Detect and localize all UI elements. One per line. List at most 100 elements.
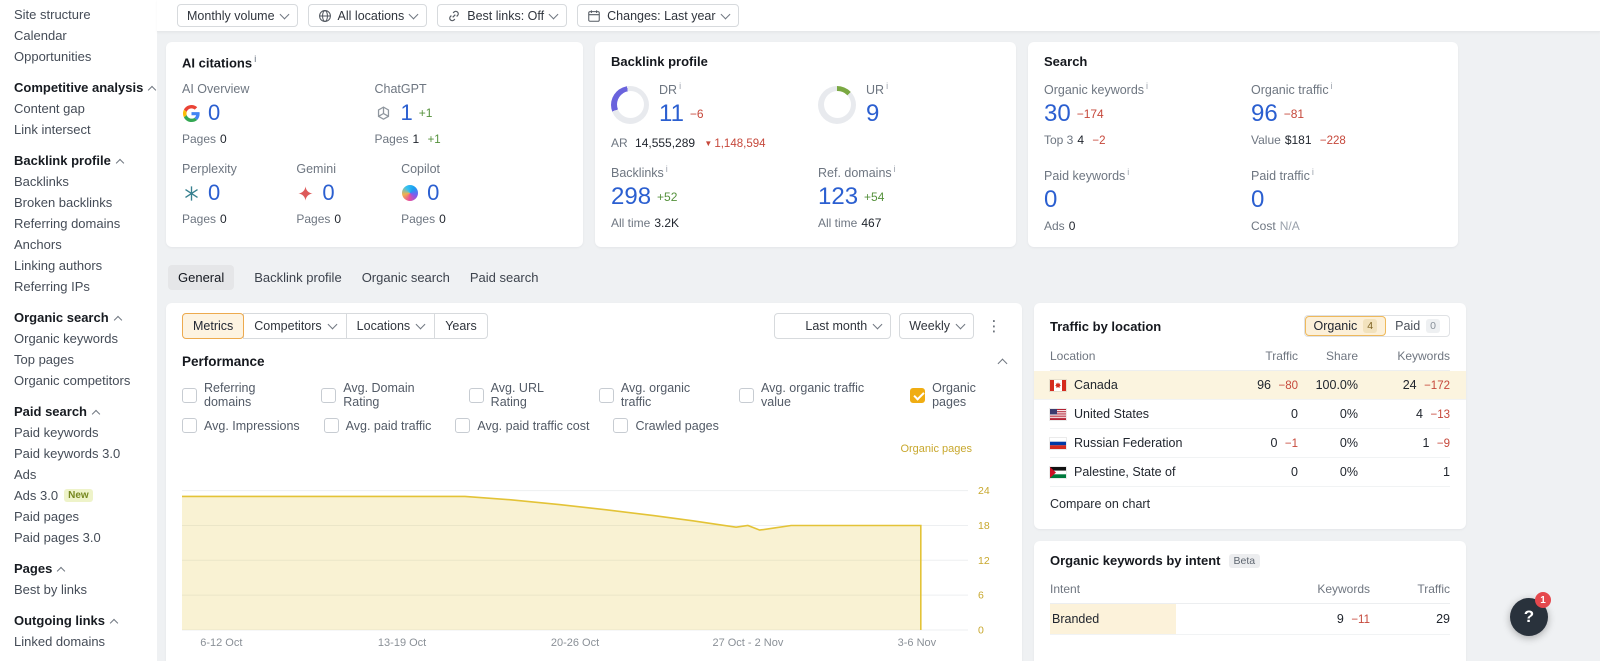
location-row-canada[interactable]: Canada96 −80100.0%24 −172 [1034, 371, 1466, 400]
sidebar-item-paid-pages[interactable]: Paid pages [14, 506, 157, 527]
sidebar-item-label: Opportunities [14, 46, 91, 67]
metric-sub: Value$181 −228 [1251, 133, 1442, 147]
sidebar-item-label: Referring IPs [14, 276, 90, 297]
chatgpt-icon [375, 104, 393, 122]
filter-toolbar: Monthly volume All locations Best links: O… [157, 0, 1600, 32]
sidebar-item-site-structure[interactable]: Site structure [14, 4, 157, 25]
section-tabs: General Backlink profile Organic search Pai… [168, 263, 1600, 291]
sidebar-item-content-gap[interactable]: Content gap [14, 98, 157, 119]
performance-section-header[interactable]: Performance [182, 354, 1006, 369]
metric-sub: Pages0 [182, 212, 296, 226]
column-header-keywords: Keywords [1358, 349, 1450, 363]
x-tick-label: 20-26 Oct [551, 637, 599, 649]
metric-label: Perplexity [182, 162, 296, 176]
checkbox-avg-url-rating[interactable]: Avg. URL Rating [469, 381, 575, 409]
control-label: Years [445, 319, 477, 333]
ur-gauge-icon [818, 86, 856, 124]
metric-value: 30 [1044, 100, 1071, 128]
sidebar-item-organic-keywords[interactable]: Organic keywords [14, 328, 157, 349]
sidebar-item-calendar[interactable]: Calendar [14, 25, 157, 46]
sidebar-item-referring-domains[interactable]: Referring domains [14, 213, 157, 234]
info-icon: i [1331, 81, 1333, 91]
sidebar-section-organic-search[interactable]: Organic search [14, 307, 157, 328]
toggle-organic[interactable]: Organic4 [1305, 316, 1387, 336]
sidebar-item-anchors[interactable]: Anchors [14, 234, 157, 255]
backlinks-metric: Backlinksi 298+52 All time3.2K [611, 164, 818, 230]
filter-monthly-volume[interactable]: Monthly volume [177, 4, 298, 27]
ai-citations-card: AI citationsi AI Overview0Pages0ChatGPT1… [166, 42, 583, 247]
date-range-button[interactable]: Last month [774, 313, 891, 339]
filter-all-locations[interactable]: All locations [308, 4, 428, 27]
control-years[interactable]: Years [434, 313, 488, 339]
sidebar-section-paid-search[interactable]: Paid search [14, 401, 157, 422]
app-root: Site structureCalendarOpportunities Compe… [0, 0, 1600, 661]
checkbox-avg-domain-rating[interactable]: Avg. Domain Rating [321, 381, 444, 409]
filter-best-links-off[interactable]: Best links: Off [437, 4, 567, 27]
sidebar-item-top-pages[interactable]: Top pages [14, 349, 157, 370]
sidebar-item-link-intersect[interactable]: Link intersect [14, 119, 157, 140]
y-tick-label: 18 [978, 520, 990, 532]
metric-value: 0 [427, 179, 439, 207]
toggle-paid[interactable]: Paid0 [1386, 316, 1449, 336]
copilot-icon [401, 184, 419, 202]
performance-chart[interactable]: Organic pages 06121824 6-12 Oct13-19 Oct… [182, 445, 1006, 653]
checkbox-avg-impressions[interactable]: Avg. Impressions [182, 418, 300, 433]
location-row-united-states[interactable]: United States00%4 −13 [1050, 400, 1450, 429]
y-tick-label: 24 [978, 485, 990, 497]
sidebar-item-backlinks[interactable]: Backlinks [14, 171, 157, 192]
tab-backlink-profile[interactable]: Backlink profile [254, 265, 341, 290]
checkbox-avg-organic-traffic[interactable]: Avg. organic traffic [599, 381, 715, 409]
checkbox-referring-domains[interactable]: Referring domains [182, 381, 297, 409]
checkbox-crawled-pages[interactable]: Crawled pages [613, 418, 718, 433]
checkbox-organic-pages[interactable]: Organic pages [910, 381, 1006, 409]
control-competitors[interactable]: Competitors [243, 313, 346, 339]
intent-row-branded[interactable]: Branded9 −1129 [1050, 604, 1450, 635]
granularity-label: Weekly [909, 319, 950, 333]
sidebar-item-paid-pages-3-0[interactable]: Paid pages 3.0 [14, 527, 157, 548]
help-button[interactable]: ? 1 [1510, 598, 1548, 636]
control-locations[interactable]: Locations [346, 313, 436, 339]
checkbox-box [469, 388, 484, 403]
share-cell: 0% [1298, 407, 1358, 421]
right-column: Traffic by location Organic4Paid0 Locati… [1034, 303, 1466, 661]
location-row-palestine-state-of[interactable]: Palestine, State of00%1 [1050, 458, 1450, 487]
sidebar-item-ads[interactable]: Ads [14, 464, 157, 485]
sidebar-section-competitive-analysis[interactable]: Competitive analysis [14, 77, 157, 98]
granularity-button[interactable]: Weekly [899, 313, 974, 339]
share-cell: 0% [1298, 436, 1358, 450]
tab-paid-search[interactable]: Paid search [470, 265, 539, 290]
checkbox-avg-paid-traffic-cost[interactable]: Avg. paid traffic cost [455, 418, 589, 433]
sidebar-item-broken-backlinks[interactable]: Broken backlinks [14, 192, 157, 213]
tab-general[interactable]: General [168, 265, 234, 290]
sidebar-item-referring-ips[interactable]: Referring IPs [14, 276, 157, 297]
control-metrics[interactable]: Metrics [182, 313, 244, 339]
checkbox-avg-paid-traffic[interactable]: Avg. paid traffic [324, 418, 432, 433]
location-row-russian-federation[interactable]: Russian Federation0 −10%1 −9 [1050, 429, 1450, 458]
sidebar-item-opportunities[interactable]: Opportunities [14, 46, 157, 67]
sidebar-section-pages[interactable]: Pages [14, 558, 157, 579]
sidebar-item-paid-keywords-3-0[interactable]: Paid keywords 3.0 [14, 443, 157, 464]
sidebar-item-linking-authors[interactable]: Linking authors [14, 255, 157, 276]
filter-changes-last-year[interactable]: Changes: Last year [577, 4, 738, 27]
sidebar-item-ads-3-0[interactable]: Ads 3.0New [14, 485, 157, 506]
compare-on-chart-link[interactable]: Compare on chart [1050, 487, 1450, 511]
performance-chart-svg[interactable]: 06121824 [182, 445, 1006, 635]
sidebar-item-linked-domains[interactable]: Linked domains [14, 631, 157, 652]
sidebar-item-organic-competitors[interactable]: Organic competitors [14, 370, 157, 391]
sidebar-section-backlink-profile[interactable]: Backlink profile [14, 150, 157, 171]
sidebar-item-paid-keywords[interactable]: Paid keywords [14, 422, 157, 443]
sidebar-item-best-by-links[interactable]: Best by links [14, 579, 157, 600]
ref-domains-value: 123 [818, 183, 858, 211]
chevron-down-icon [720, 9, 730, 19]
checkbox-avg-organic-traffic-value[interactable]: Avg. organic traffic value [739, 381, 886, 409]
more-options-button[interactable]: ⋮ [982, 313, 1006, 339]
tab-organic-search[interactable]: Organic search [362, 265, 450, 290]
ai-metric-chatgpt: ChatGPT1 +1Pages1 +1 [375, 82, 568, 146]
checkbox-label: Avg. Domain Rating [343, 381, 444, 409]
sidebar-section-outgoing-links[interactable]: Outgoing links [14, 610, 157, 631]
checkbox-label: Avg. Impressions [204, 419, 300, 433]
chevron-up-icon [116, 158, 124, 166]
metric-checkboxes: Referring domains Avg. Domain Rating Avg. … [182, 381, 1006, 433]
sidebar-item-label: Content gap [14, 98, 85, 119]
filter-label: All locations [338, 9, 405, 23]
